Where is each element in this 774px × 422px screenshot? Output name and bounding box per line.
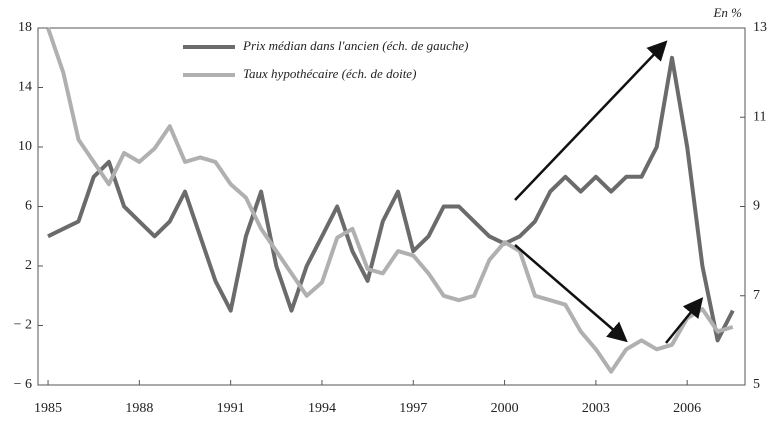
y2-tick-label: 13 [753, 20, 767, 35]
x-tick-label: 1985 [34, 401, 62, 416]
y2-tick-label: 5 [753, 377, 760, 392]
x-tick-label: 1991 [217, 401, 245, 416]
unit-label: En % [712, 5, 742, 20]
y-tick-label: 2 [25, 258, 32, 273]
y-tick-label: − 6 [14, 377, 32, 392]
y-tick-label: 18 [18, 20, 32, 35]
arrow [514, 40, 668, 201]
arrows [514, 40, 704, 344]
series-line [47, 55, 735, 343]
legend-label: Prix médian dans l'ancien (éch. de gauch… [242, 38, 469, 53]
y2-tick-label: 11 [753, 109, 766, 124]
y2-tick-label: 7 [753, 288, 760, 303]
x-tick-label: 1994 [308, 401, 336, 416]
x-tick-label: 2006 [673, 401, 701, 416]
x-tick-label: 2000 [491, 401, 519, 416]
legend-label: Taux hypothécaire (éch. de doite) [243, 66, 416, 81]
x-tick-label: 1997 [399, 401, 427, 416]
lines [46, 27, 735, 374]
y2-tick-label: 9 [753, 199, 760, 214]
arrow [665, 297, 704, 344]
y-tick-label: − 2 [14, 318, 32, 333]
y-tick-label: 14 [18, 80, 32, 95]
y-tick-label: 6 [25, 199, 32, 214]
x-tick-label: 1988 [125, 401, 153, 416]
y-tick-label: 10 [18, 139, 32, 154]
x-tick-label: 2003 [582, 401, 610, 416]
series-line [46, 27, 734, 374]
arrow [514, 244, 628, 343]
